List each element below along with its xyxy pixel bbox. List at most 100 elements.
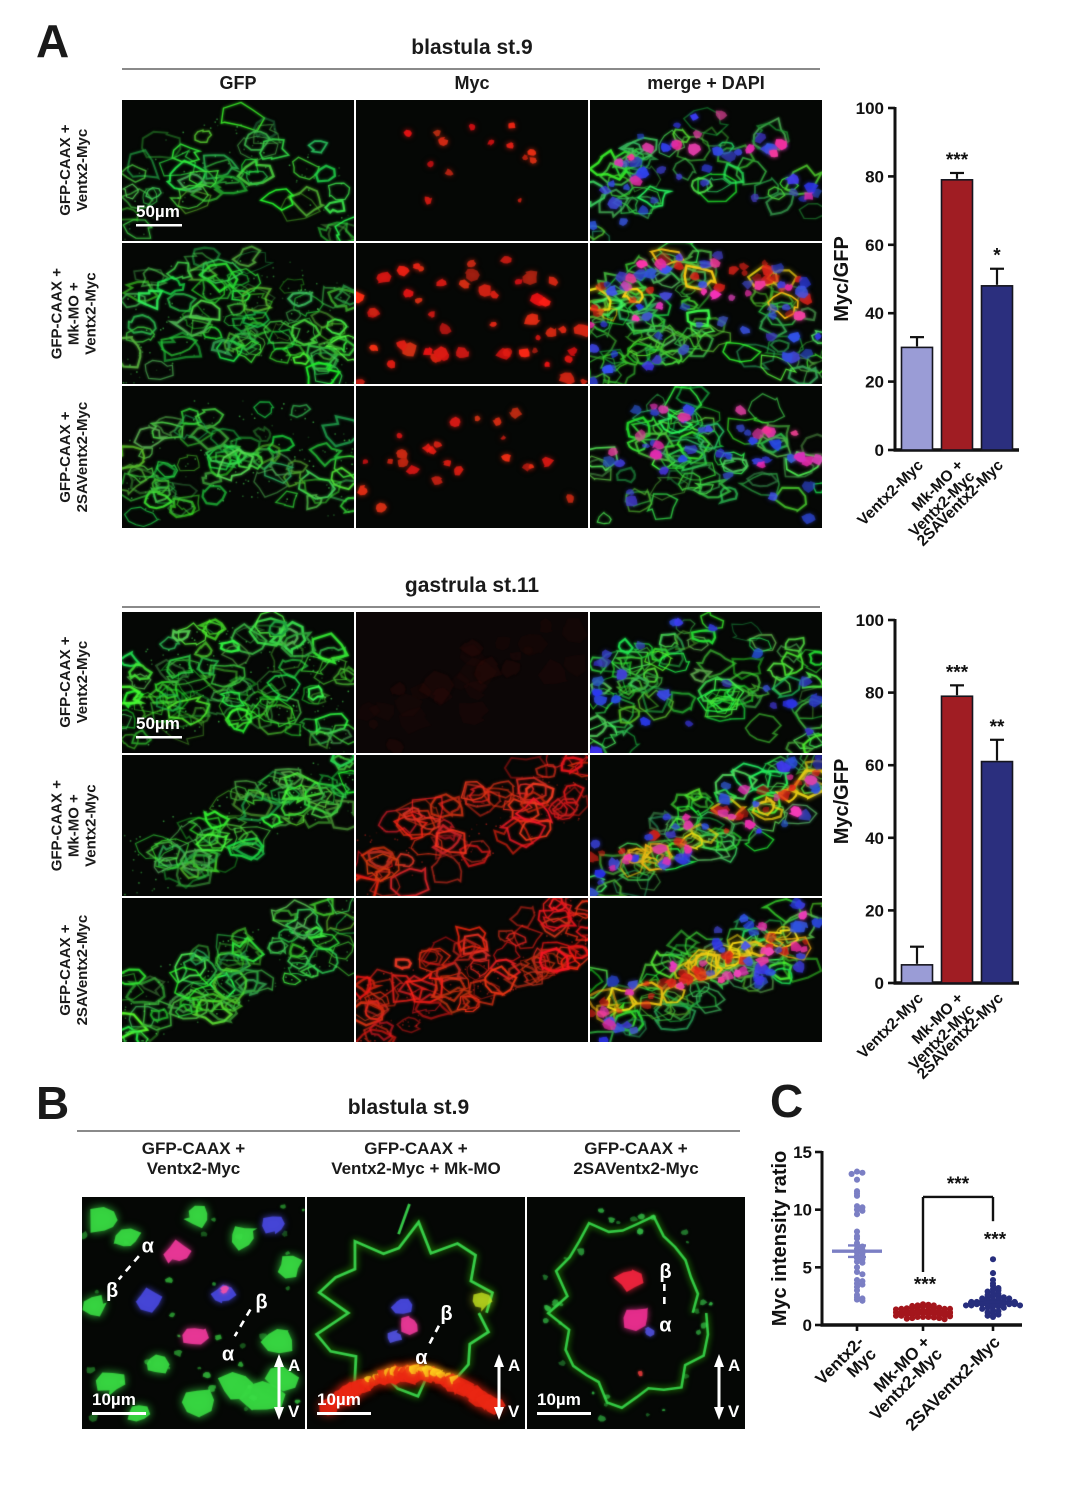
micro-gastrula-r1-merge [590,612,822,753]
data-point [859,1297,866,1304]
scale-bar-label: 50µm [136,202,180,221]
panel-b-image-overlay: β α 10µm A V [537,1261,740,1421]
bar [980,285,1014,451]
data-point [853,1264,861,1271]
data-point [989,1313,997,1320]
row-label-text: GFP-CAAX + Ventx2-Myc [56,636,91,729]
row-label-text: GFP-CAAX + 2SAVentx2-Myc [56,401,91,513]
bar [980,760,1014,984]
data-point [930,1314,937,1321]
row-label-mkmo-blastula: GFP-CAAX + Mk-MO + Ventx2-Myc [28,243,120,384]
scale-bar-line [92,1412,146,1415]
y-tick-label: 60 [865,236,884,255]
y-tick-label: 100 [856,611,884,630]
blastula-title-underline [122,68,820,70]
gastrula-block-title: gastrula st.11 [404,574,540,597]
panel-b-header-1: GFP-CAAX + Ventx2-Myc [141,1139,246,1178]
scale-bar-line [136,736,182,739]
beta-label: β [255,1291,267,1313]
x-category-label: Ventx2-Myc [812,1332,880,1400]
beta-label: β [106,1280,118,1302]
micro-blastula-r1-gfp [122,100,354,241]
data-point [853,1228,861,1235]
micro-blastula-r1-myc [356,100,588,241]
data-point [946,1313,954,1320]
scale-bar-label: 10µm [92,1390,136,1409]
micro-gastrula-r1-myc [356,612,588,753]
panel-c-label: C [770,1075,804,1127]
significance-stars: ** [990,717,1005,738]
arrow-down-head [494,1407,504,1420]
scale-bar-label: 10µm [537,1390,581,1409]
alpha-label: α [659,1315,672,1337]
bar [900,346,934,451]
micro-blastula-r1-merge [590,100,822,241]
scale-bar-label: 50µm [136,714,180,733]
data-point [936,1315,943,1322]
anterior-label: A [508,1356,520,1375]
col-header-gfp: GFP [219,73,257,93]
data-point [853,1211,861,1218]
arrow-up-head [494,1354,504,1367]
row-label-text: GFP-CAAX + 2SAVentx2-Myc [56,914,91,1026]
data-point [1016,1302,1024,1309]
y-tick-label: 10 [793,1201,812,1220]
data-point [853,1296,861,1303]
significance-stars: * [993,246,1001,267]
y-tick-label: 80 [865,684,884,703]
data-point [859,1271,866,1278]
data-point [1000,1304,1007,1311]
data-point [853,1192,861,1199]
row-label-ventx2myc-gastrula: GFP-CAAX + Ventx2-Myc [28,612,120,753]
gastrula-title-underline [122,606,820,608]
data-point [848,1170,855,1177]
micro-blastula-r3-myc [356,386,588,528]
scale-bar-50um: 50µm [136,714,182,739]
row-label-2sa-blastula: GFP-CAAX + 2SAVentx2-Myc [28,386,120,528]
scale-bar-50um: 50µm [136,202,182,227]
data-point [859,1207,866,1214]
panel-b-image-overlay: α β β α 10µm A V [92,1236,300,1421]
data-point [853,1176,861,1183]
scale-bar-line [136,224,182,227]
data-point [925,1313,932,1320]
y-tick-label: 0 [875,974,884,993]
data-point [859,1281,866,1288]
data-point [853,1287,861,1294]
data-point [941,1316,948,1323]
data-point [853,1206,861,1213]
comparison-stars: *** [947,1174,970,1195]
micro-blastula-r3-merge [590,386,822,528]
panel-b-label: B [36,1077,70,1129]
data-point [853,1258,861,1265]
micro-blastula-r2-myc [356,243,588,384]
data-point [984,1312,991,1319]
panel-b-header-2: GFP-CAAX + Ventx2-Myc + Mk-MO [331,1139,501,1178]
data-point [853,1235,861,1242]
alpha-beta-dashed-line [426,1325,441,1348]
micro-gastrula-r3-gfp [122,898,354,1042]
y-tick-label: 40 [865,829,884,848]
y-tick-label: 80 [865,167,884,186]
y-axis-title: Myc/GFP [831,236,853,322]
alpha-label: α [415,1347,428,1369]
data-point [989,1270,997,1277]
row-label-text: GFP-CAAX + Mk-MO + Ventx2-Myc [48,779,100,872]
data-point [853,1168,861,1175]
data-point [962,1302,970,1309]
blastula-block-title: blastula st.9 [411,36,533,59]
panel-b-title: blastula st.9 [347,1096,470,1119]
y-tick-label: 0 [803,1316,812,1335]
panel-b-header-3: GFP-CAAX + 2SAVentx2-Myc [573,1139,699,1178]
row-label-text: GFP-CAAX + Mk-MO + Ventx2-Myc [48,267,100,360]
anterior-label: A [288,1356,300,1375]
bar [940,695,974,984]
arrow-down-head [274,1407,284,1420]
significance-stars: *** [914,1274,937,1295]
data-point [995,1311,1002,1318]
arrow-up-head [274,1354,284,1367]
col-header-myc: Myc [454,73,490,93]
data-point [903,1315,910,1322]
